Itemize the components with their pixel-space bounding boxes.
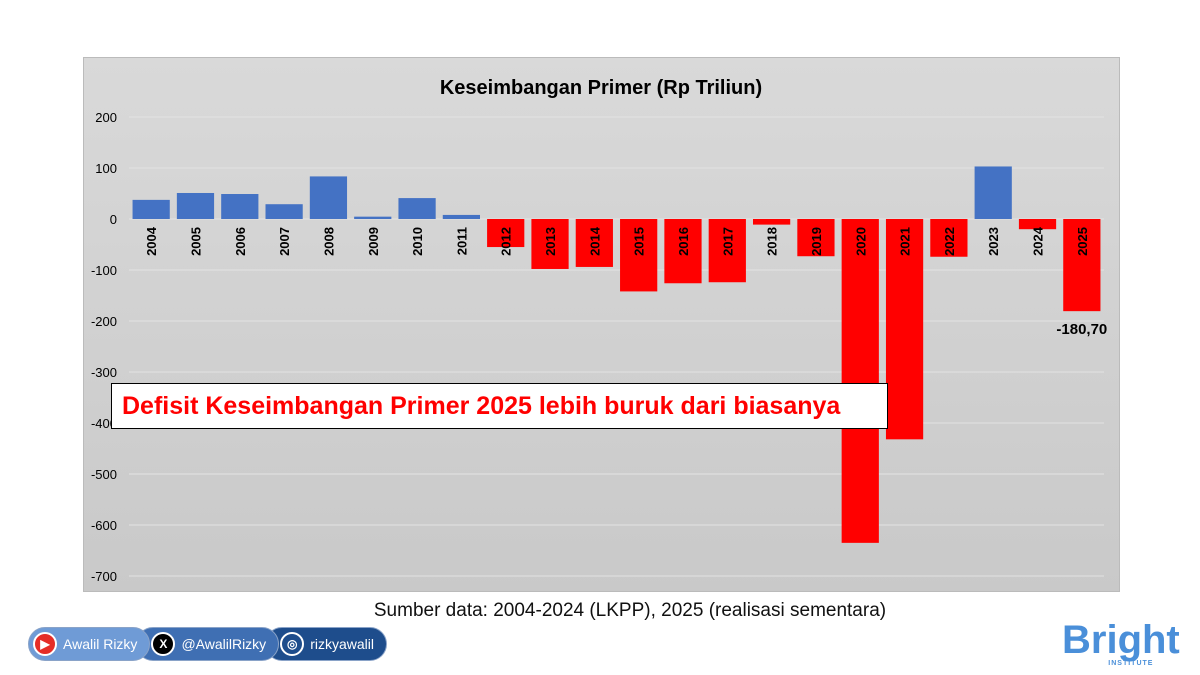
bar-2009 [354,216,392,219]
y-tick-label: 200 [95,110,117,125]
x-tick-label: 2016 [676,227,691,256]
bright-institute-logo: Bright INSTITUTE [1062,620,1180,668]
chart-title: Keseimbangan Primer (Rp Triliun) [440,77,762,99]
instagram-icon: ◎ [280,632,305,656]
bar-2015 [620,219,658,292]
bar-2025 [1063,219,1101,312]
y-tick-label: -600 [91,518,117,533]
bar-2018 [753,219,791,225]
bar-2014 [575,219,613,267]
bar-chart: Keseimbangan Primer (Rp Triliun) 200 100 0 -… [91,77,1107,584]
x-icon: X [151,632,176,656]
y-tick-label: -700 [91,569,117,584]
bar-2007 [265,204,303,219]
bar-2005 [176,192,215,219]
youtube-icon: ▶ [33,632,57,656]
x-tick-label: 2009 [366,227,381,256]
instagram-label: rizkyawalil [310,636,374,652]
bar-2017 [708,219,746,283]
bar-2021 [885,219,924,440]
bar-2022 [930,219,968,257]
x-tick-label: 2024 [1031,226,1046,256]
youtube-label: Awalil Rizky [63,636,138,652]
y-tick-label: -300 [91,365,117,380]
bar-2019 [797,219,835,257]
x-tick-label: 2013 [543,227,558,256]
x-tick-label: 2017 [720,227,735,256]
x-tick-label: 2019 [809,227,824,256]
bar-2010 [398,198,436,219]
bar-2024 [1018,219,1057,230]
bar-2008 [309,176,348,219]
bar-2013 [531,219,569,269]
x-tick-label: 2025 [1075,227,1090,256]
bar-2020 [841,219,879,543]
source-note: Sumber data: 2004-2024 (LKPP), 2025 (rea… [373,600,887,621]
x-tick-label: 2004 [144,226,159,256]
bar-2006 [221,194,259,219]
x-tick-label: 2014 [587,226,602,256]
logo-name: Bright [1062,618,1180,662]
x-label: @AwalilRizky [181,636,267,652]
data-label-2025: -180,70 [1056,321,1107,338]
x-tick-label: 2006 [233,227,248,256]
x-tick-label: 2011 [454,227,469,255]
x-tick-label: 2007 [277,227,292,256]
x-tick-label: 2010 [410,227,425,256]
y-tick-label: -500 [91,467,117,482]
y-tick-label: 100 [95,161,117,176]
y-tick-label: 0 [110,212,117,227]
x-tick-label: 2015 [632,227,647,256]
x-tick-label: 2012 [499,227,514,256]
logo-sub: INSTITUTE [1108,660,1154,667]
instagram-link[interactable]: ◎ rizkyawalil [265,627,387,661]
y-tick-label: -200 [91,314,117,329]
x-tick-label: 2023 [986,227,1001,256]
bar-2004 [132,199,170,219]
x-tick-label: 2008 [321,227,336,256]
bar-2012 [487,219,525,248]
x-tick-label: 2005 [188,227,203,256]
bar-2011 [442,214,480,219]
y-tick-label: -400 [91,416,117,431]
x-tick-label: 2021 [898,227,913,256]
x-tick-label: 2018 [765,227,780,256]
y-tick-label: -100 [91,263,117,278]
bar-2023 [974,166,1012,219]
social-links: ▶ Awalil Rizky X @AwalilRizky ◎ rizkyawa… [28,627,387,661]
chart-area: Keseimbangan Primer (Rp Triliun) 200 100 0 -… [83,57,1120,592]
youtube-link[interactable]: ▶ Awalil Rizky [28,627,151,661]
x-tick-label: 2022 [942,227,957,256]
x-tick-label: 2020 [853,227,868,256]
x-link[interactable]: X @AwalilRizky [136,627,280,661]
bar-2016 [664,219,702,284]
callout-annotation: Defisit Keseimbangan Primer 2025 lebih b… [111,383,888,429]
